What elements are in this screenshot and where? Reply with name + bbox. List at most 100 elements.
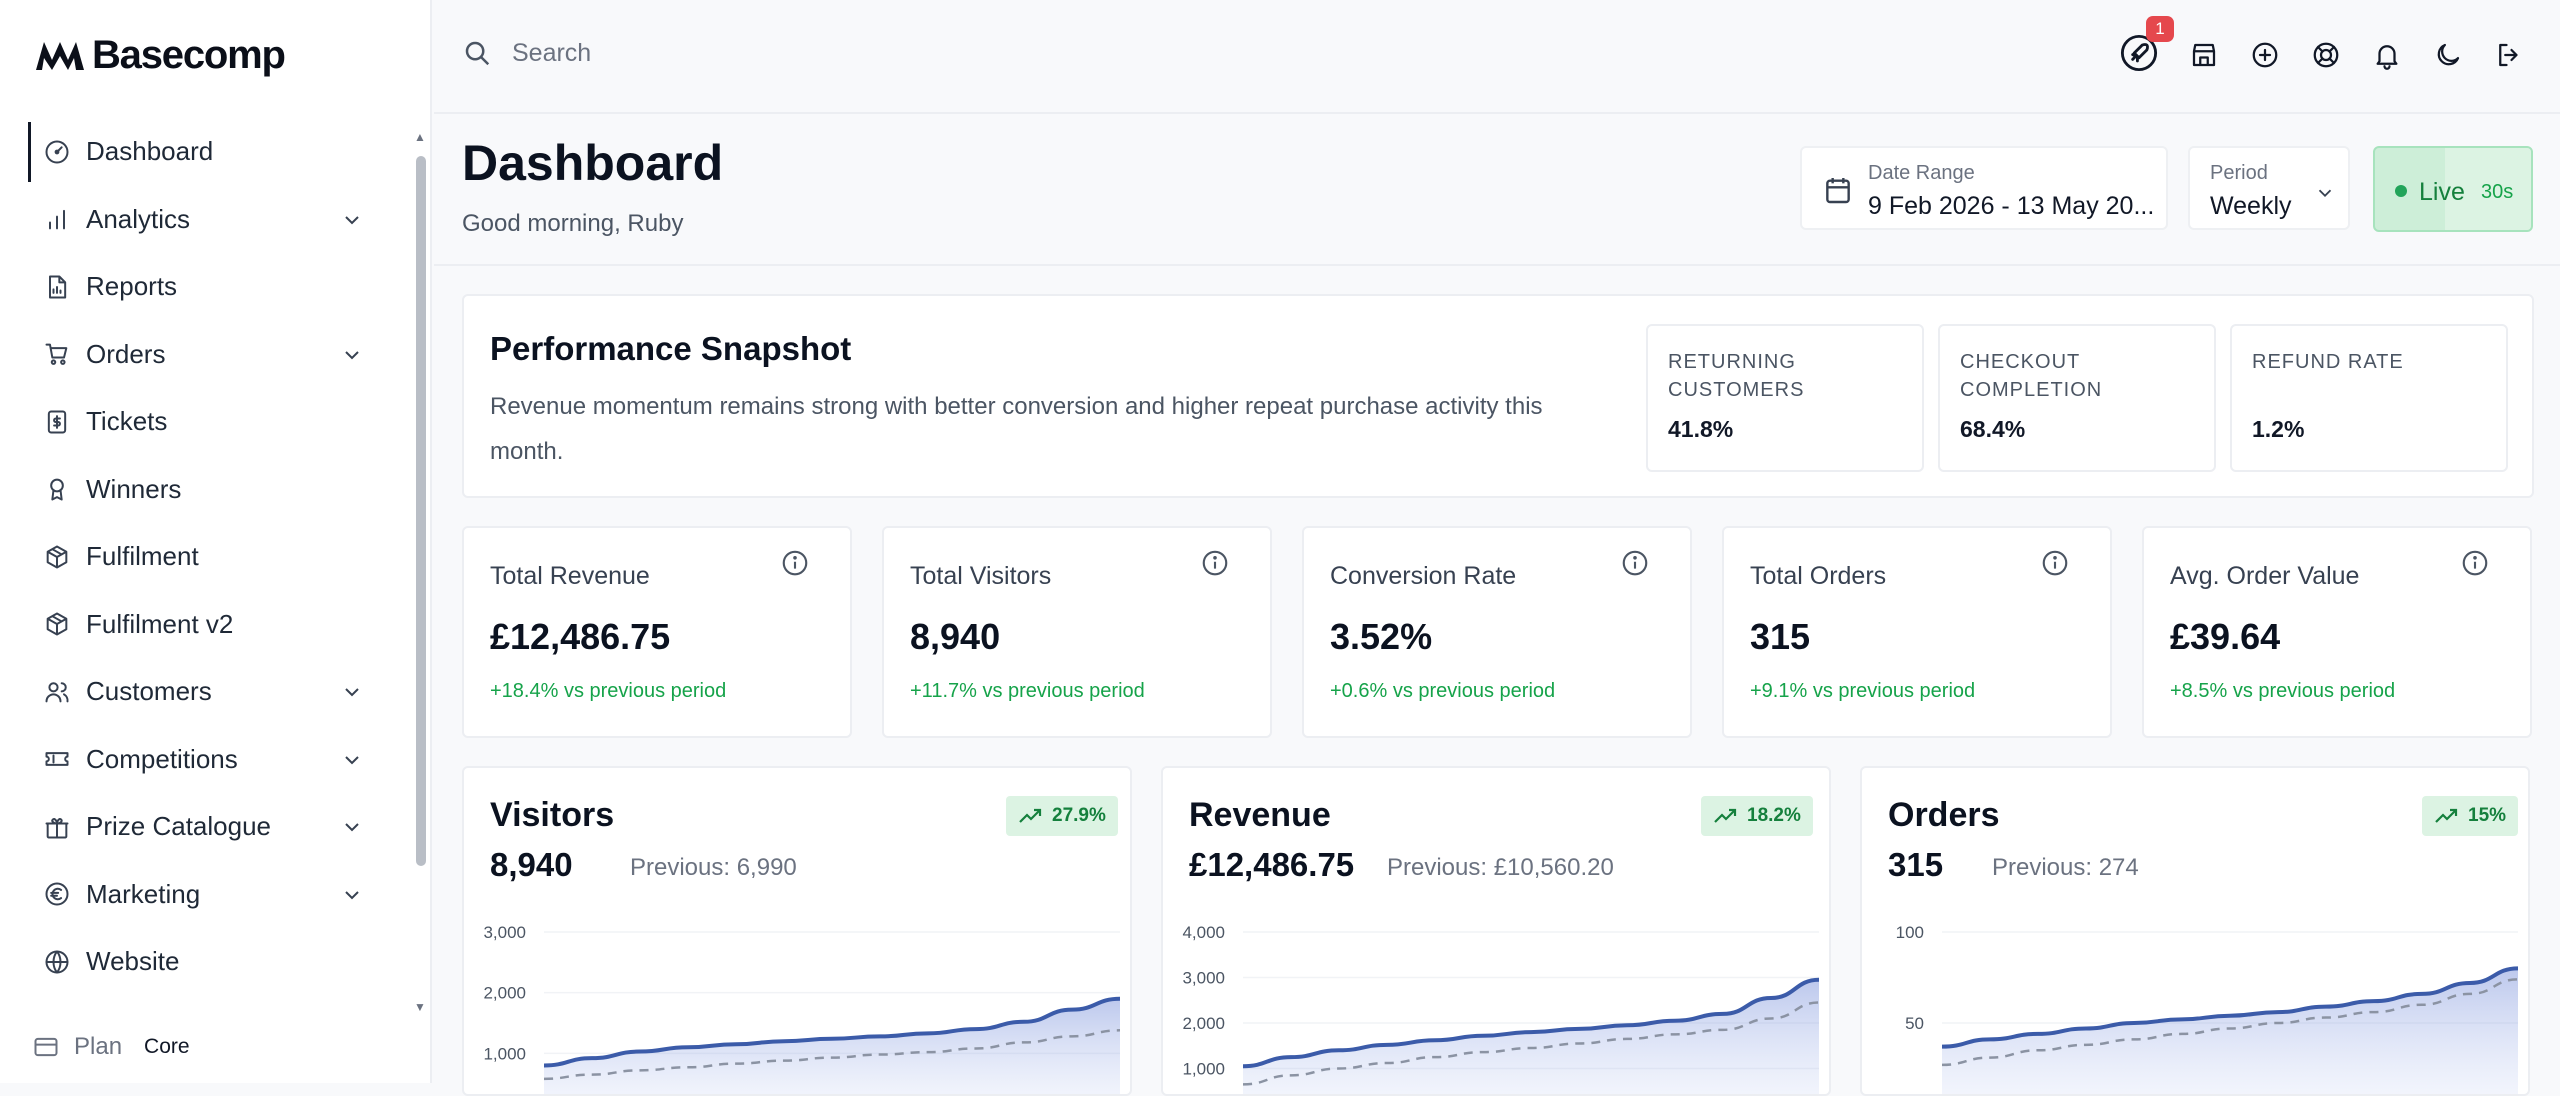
- chart-title: Revenue: [1189, 796, 1331, 834]
- sidebar-item-fulfilment[interactable]: Fulfilment: [0, 523, 410, 591]
- chevron-down-icon[interactable]: [340, 883, 364, 907]
- scroll-down-arrow[interactable]: ▼: [414, 1000, 426, 1014]
- help-button[interactable]: [2311, 40, 2341, 70]
- series-previous-line: [543, 1029, 1121, 1081]
- kpi-card-total-orders: Total Orders 315 +9.1% vs previous period: [1722, 526, 2112, 738]
- sidebar-item-fulfilment-v2[interactable]: Fulfilment v2: [0, 591, 410, 659]
- sidebar-item-label: Fulfilment v2: [86, 608, 234, 639]
- calendar-icon: [1826, 178, 1850, 204]
- sidebar-item-reports[interactable]: Reports: [0, 253, 410, 321]
- info-icon[interactable]: [2040, 548, 2070, 578]
- chevron-down-icon[interactable]: [340, 208, 364, 232]
- brand-logo[interactable]: Basecomp: [34, 30, 286, 80]
- period-select[interactable]: Period Weekly: [2188, 146, 2350, 230]
- plan-label: Plan: [74, 1033, 123, 1060]
- sidebar-item-website[interactable]: Website: [0, 928, 410, 996]
- notifications-button[interactable]: [2372, 40, 2402, 70]
- package-icon: [42, 609, 72, 639]
- kpi-label: Total Revenue: [490, 562, 650, 590]
- kpi-delta: +11.7% vs previous period: [910, 680, 1145, 702]
- gift-icon: [42, 812, 72, 842]
- live-toggle[interactable]: Live 30s: [2373, 146, 2533, 232]
- plan-value: Core: [144, 1035, 190, 1058]
- sidebar-item-label: Dashboard: [86, 136, 214, 167]
- rocket-button[interactable]: 1: [2120, 16, 2174, 72]
- chart-value: £12,486.75: [1189, 846, 1355, 883]
- sidebar-item-orders[interactable]: Orders: [0, 321, 410, 389]
- logout-button[interactable]: [2494, 40, 2524, 70]
- snapshot-metric-checkout-completion: CHECKOUT COMPLETION 68.4%: [1938, 324, 2216, 472]
- sidebar-item-winners[interactable]: Winners: [0, 456, 410, 524]
- date-range-label: Date Range: [1868, 162, 1975, 184]
- chevron-down-icon[interactable]: [340, 343, 364, 367]
- scroll-up-arrow[interactable]: ▲: [414, 130, 426, 144]
- package-icon: [42, 542, 72, 572]
- sidebar-item-media-library[interactable]: Media Library: [0, 996, 410, 1018]
- sidebar-scrollbar[interactable]: [416, 156, 426, 866]
- y-tick-label: 50: [1905, 1014, 1924, 1033]
- kpi-value: 8,940: [910, 616, 1001, 657]
- ticket-stub-icon: [42, 744, 72, 774]
- logo-mark-icon: [36, 42, 84, 70]
- sidebar-item-dashboard[interactable]: Dashboard: [0, 118, 410, 186]
- info-icon[interactable]: [780, 548, 810, 578]
- date-range-value: 9 Feb 2026 - 13 May 20...: [1868, 192, 2155, 220]
- live-label: Live: [2419, 178, 2465, 206]
- chevron-down-icon[interactable]: [340, 748, 364, 772]
- award-icon: [42, 474, 72, 504]
- info-icon[interactable]: [1200, 548, 1230, 578]
- sidebar-item-customers[interactable]: Customers: [0, 658, 410, 726]
- chevron-down-icon[interactable]: [340, 815, 364, 839]
- chart-title: Visitors: [490, 796, 615, 834]
- sidebar-item-label: Prize Catalogue: [86, 811, 271, 842]
- ticket-icon: [42, 407, 72, 437]
- chart-value: 8,940: [490, 846, 573, 883]
- chart-previous: Previous: 6,990: [630, 854, 797, 881]
- add-button[interactable]: [2250, 40, 2280, 70]
- sidebar-item-competitions[interactable]: Competitions: [0, 726, 410, 794]
- sidebar-item-prize-catalogue[interactable]: Prize Catalogue: [0, 793, 410, 861]
- sidebar-item-label: Winners: [86, 473, 182, 504]
- sidebar-item-label: Website: [86, 946, 180, 977]
- series-current-area: [1942, 968, 2518, 1094]
- brand-name: Basecomp: [92, 32, 286, 77]
- trending-up-icon: [2435, 808, 2458, 823]
- metric-value: 1.2%: [2252, 416, 2305, 442]
- sidebar: Basecomp Dashboard Analytics Reports Orders…: [0, 0, 432, 1083]
- kpi-label: Total Visitors: [910, 562, 1052, 590]
- image-icon: [42, 1014, 72, 1018]
- y-tick-label: 2,000: [483, 984, 526, 1003]
- page-title: Dashboard: [462, 135, 724, 191]
- area-chart: 100500: [1896, 923, 2519, 1094]
- kpi-card-total-revenue: Total Revenue £12,486.75 +18.4% vs previou…: [462, 526, 852, 738]
- sidebar-item-marketing[interactable]: Marketing: [0, 861, 410, 929]
- kpi-delta: +8.5% vs previous period: [2170, 680, 2396, 702]
- chevron-down-icon[interactable]: [340, 680, 364, 704]
- search-input[interactable]: [512, 38, 912, 68]
- y-tick-label: 4,000: [1182, 923, 1225, 942]
- live-interval: 30s: [2481, 181, 2514, 203]
- sidebar-item-label: Media Library: [86, 1014, 244, 1018]
- y-tick-label: 2,000: [1182, 1014, 1225, 1033]
- sidebar-item-tickets[interactable]: Tickets: [0, 388, 410, 456]
- date-range-picker[interactable]: Date Range 9 Feb 2026 - 13 May 20...: [1800, 146, 2168, 230]
- search-bar[interactable]: [462, 38, 912, 68]
- euro-circle-icon: [42, 879, 72, 909]
- kpi-value: £39.64: [2170, 616, 2281, 657]
- theme-toggle-button[interactable]: [2433, 40, 2463, 70]
- info-icon[interactable]: [2460, 548, 2490, 578]
- kpi-label: Avg. Order Value: [2170, 562, 2360, 590]
- store-button[interactable]: [2189, 40, 2219, 70]
- series-previous-line: [1242, 1001, 1820, 1086]
- sidebar-item-label: Customers: [86, 676, 212, 707]
- card-icon: [34, 1037, 58, 1057]
- kpi-delta: +0.6% vs previous period: [1330, 680, 1556, 702]
- sidebar-item-analytics[interactable]: Analytics: [0, 186, 410, 254]
- sidebar-item-label: Tickets: [86, 406, 168, 437]
- chart-card-visitors: Visitors 8,940 Previous: 6,990 27.9% 3,000 2,…: [462, 766, 1132, 1096]
- info-icon[interactable]: [1620, 548, 1650, 578]
- metric-value: 68.4%: [1960, 416, 2026, 442]
- logout-icon: [2499, 43, 2518, 67]
- kpi-value: £12,486.75: [490, 616, 671, 657]
